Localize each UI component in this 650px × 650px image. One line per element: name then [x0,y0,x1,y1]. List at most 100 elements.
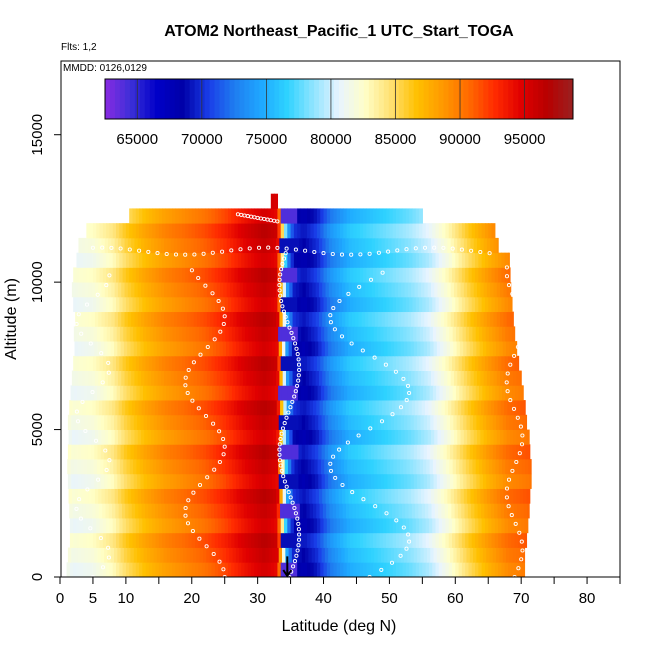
heatmap-cell [83,267,87,283]
heatmap-cell [517,503,522,519]
heatmap-cell [419,326,424,342]
heatmap-cell [260,532,265,548]
heatmap-cell [112,223,117,239]
heatmap-cell [392,208,397,224]
heatmap-cell [409,223,414,239]
heatmap-cell [254,252,259,268]
heatmap-cell [249,414,253,430]
heatmap-cell [185,385,190,401]
heatmap-cell [290,208,295,224]
heatmap-cell [327,385,332,401]
heatmap-cell [482,459,487,475]
heatmap-cell [316,296,321,313]
heatmap-cell [366,223,371,239]
heatmap-cell [270,208,275,224]
heatmap-cell [206,547,211,563]
heatmap-cell [257,562,262,578]
flight-track-point [210,250,215,255]
heatmap-cell [345,400,350,416]
heatmap-cell [235,385,240,401]
heatmap-cell [502,341,507,357]
heatmap-cell [258,341,263,357]
heatmap-cell [486,341,491,357]
heatmap-cell [390,473,395,489]
heatmap-cell [357,341,362,357]
heatmap-cell [122,562,127,578]
heatmap-cell [218,532,223,548]
flight-track-point [100,565,106,570]
heatmap-cell [471,252,476,268]
heatmap-cell [272,547,277,563]
heatmap-cell [469,547,474,563]
flight-track-point [296,543,301,548]
colorbar-segment [284,79,290,119]
heatmap-cell [117,473,122,489]
flight-track-point [190,528,195,534]
heatmap-cell [204,518,209,534]
flight-track-point [292,505,297,511]
heatmap-cell [73,562,78,578]
heatmap-cell [289,503,294,519]
heatmap-cell [511,385,516,401]
heatmap-cell [141,237,145,254]
heatmap-cell [209,547,214,563]
heatmap-cell [353,518,358,534]
heatmap-cell [100,326,105,342]
heatmap-cell [442,296,447,313]
heatmap-cell [224,400,228,416]
heatmap-cell [71,370,76,386]
heatmap-cell [340,562,344,578]
heatmap-cell [356,252,361,268]
heatmap-cell [488,562,493,578]
heatmap-cell [524,532,528,548]
heatmap-cell [69,503,74,519]
heatmap-cell [393,326,398,342]
heatmap-cell [119,252,124,268]
heatmap-cell [308,547,313,563]
heatmap-cell [485,459,490,475]
heatmap-cell [276,237,280,254]
heatmap-cell [208,532,213,548]
heatmap-cell [195,296,199,313]
heatmap-cell [459,547,464,563]
heatmap-cell [215,326,220,342]
heatmap-cell [387,414,392,430]
heatmap-cell [405,503,410,519]
heatmap-cell [416,326,421,342]
heatmap-cell [332,400,337,416]
heatmap-cell [249,444,253,460]
heatmap-cell [133,459,138,475]
heatmap-cell [270,296,275,313]
heatmap-cell [490,311,495,327]
heatmap-cell [309,429,313,445]
heatmap-cell [222,385,226,401]
flight-track-point [282,479,287,484]
heatmap-cell [417,341,421,357]
colorbar-segment [353,79,360,119]
heatmap-cell [157,370,162,386]
heatmap-cell [486,370,491,386]
heatmap-cell [176,473,181,489]
heatmap-cell [448,223,453,239]
heatmap-cell [323,355,328,371]
heatmap-cell [415,518,420,534]
flight-track-point [512,353,517,358]
heatmap-cell [513,429,518,445]
heatmap-cell [116,296,120,313]
heatmap-cell [476,341,481,357]
heatmap-cell [370,414,375,430]
heatmap-cell [448,296,453,313]
heatmap-cell [351,370,356,386]
flight-track-point [279,468,284,473]
heatmap-cell [243,503,248,519]
heatmap-cell [199,326,203,342]
heatmap-cell [313,355,318,371]
heatmap-cell [111,311,116,327]
heatmap-cell [297,532,302,548]
heatmap-cell [241,223,246,239]
heatmap-cell [379,518,384,534]
heatmap-cell [477,429,481,445]
heatmap-cell [345,370,350,386]
heatmap-cell [71,473,76,489]
flight-track-point [373,504,378,509]
